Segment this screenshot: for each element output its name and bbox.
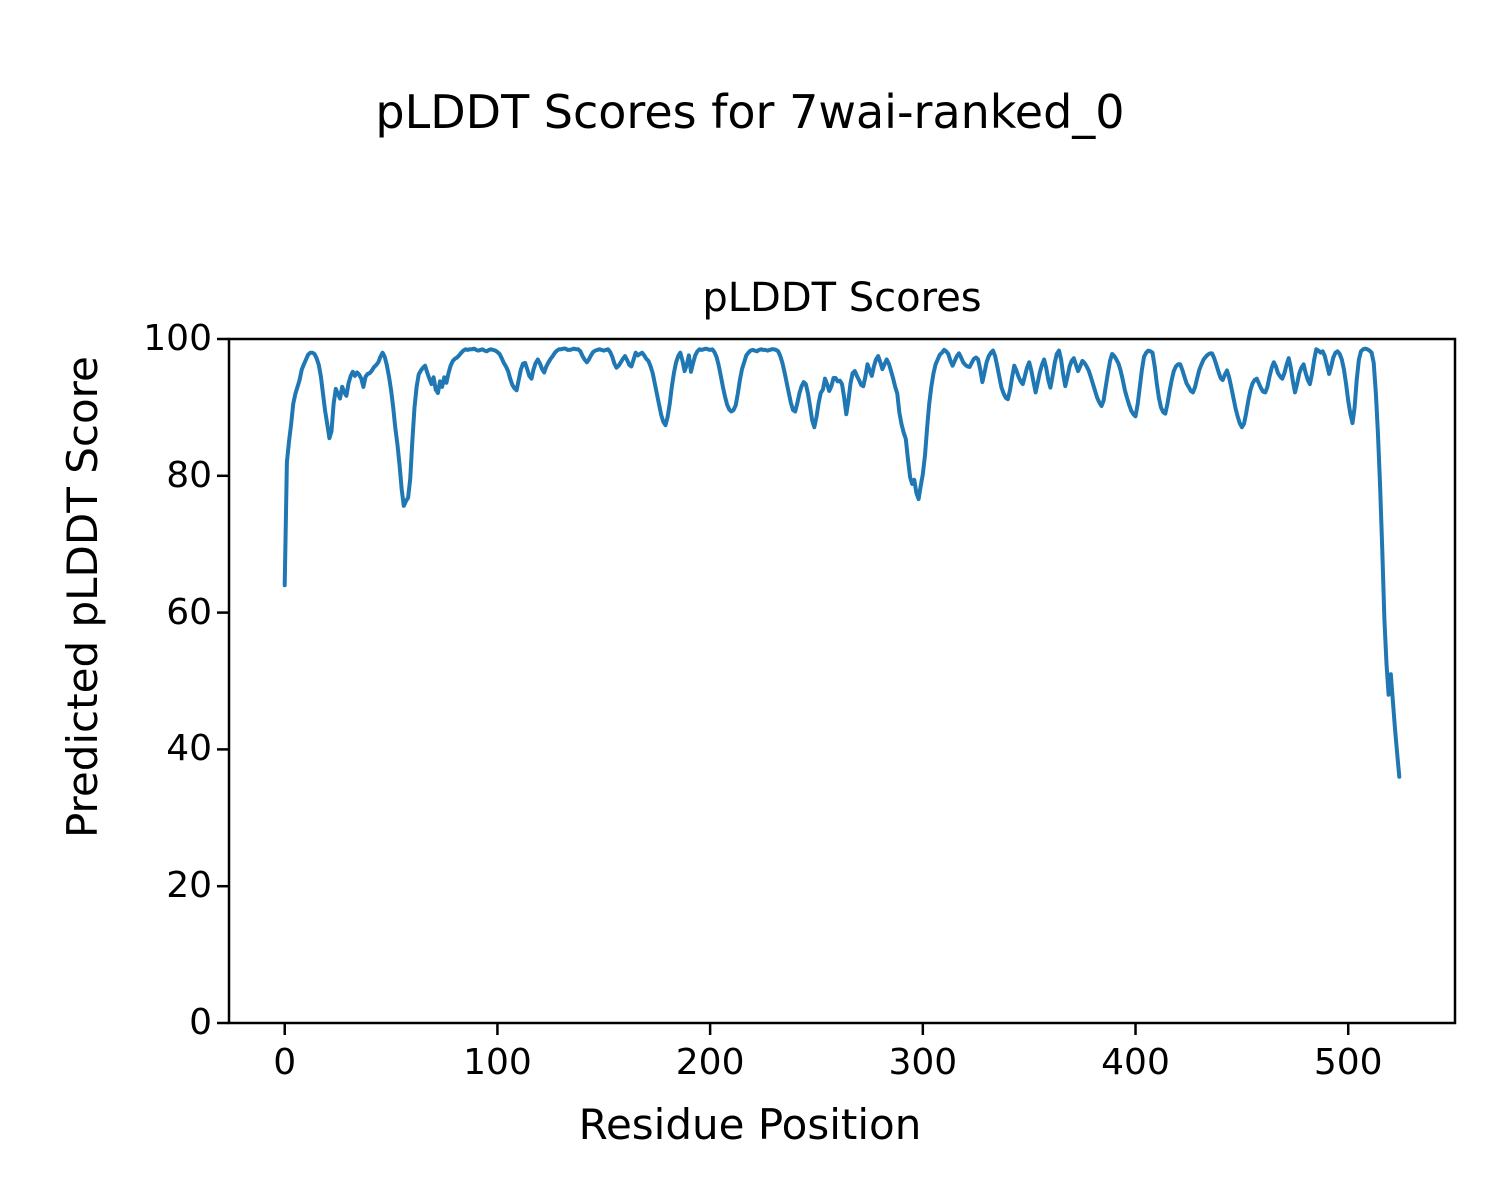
y-tick-label-100: 100 [143, 318, 212, 359]
x-tick-label-500: 500 [1313, 1042, 1383, 1083]
x-axis-label: Residue Position [578, 1100, 922, 1149]
x-tick-label-0: 0 [273, 1042, 297, 1083]
y-tick-label-60: 60 [166, 591, 212, 633]
plot-area [217, 337, 1457, 1035]
x-tick-label-200: 200 [675, 1042, 745, 1083]
axes-spines [227, 337, 1457, 1025]
figure-suptitle: pLDDT Scores for 7wai-ranked_0 [375, 85, 1125, 139]
y-tick-label-0: 0 [189, 1002, 212, 1043]
y-axis-label: Predicted pLDDT Score [57, 356, 107, 839]
axes-title: pLDDT Scores [702, 275, 982, 321]
x-tick-label-400: 400 [1101, 1042, 1170, 1083]
plddt-line [282, 346, 1402, 779]
y-tick-label-40: 40 [166, 728, 212, 770]
x-tick-label-100: 100 [463, 1042, 532, 1083]
y-tick-label-80: 80 [166, 454, 212, 496]
y-tick-label-20: 20 [166, 865, 212, 907]
x-tick-label-300: 300 [888, 1042, 958, 1083]
